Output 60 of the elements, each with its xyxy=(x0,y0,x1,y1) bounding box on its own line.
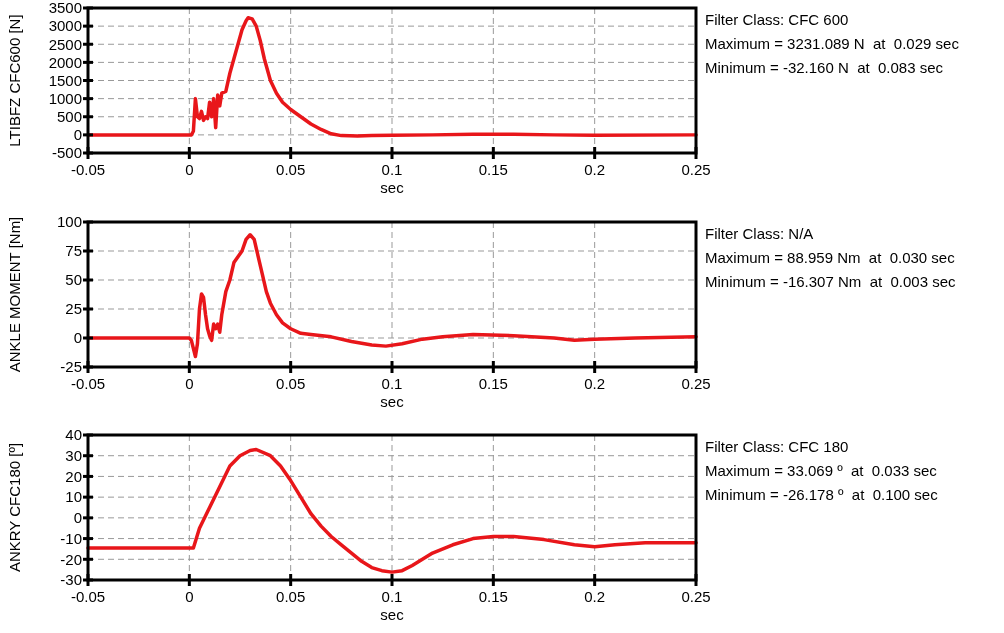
x-tick-label: 0.15 xyxy=(478,161,508,178)
text: Filter Class: N/A xyxy=(705,225,814,242)
text: Minimum = -32.160 N at 0.083 sec xyxy=(705,59,944,76)
text: Filter Class: CFC 600 xyxy=(705,11,849,28)
y-tick-label: 25 xyxy=(65,300,82,318)
y-tick-label: 500 xyxy=(56,108,82,125)
x-tick-label: 0.25 xyxy=(681,588,711,605)
x-tick-label: 0.1 xyxy=(381,588,403,605)
x-axis-title: sec xyxy=(380,606,405,623)
x-tick-label: 0.15 xyxy=(478,588,508,605)
x-tick-label: 0 xyxy=(185,588,194,605)
y-tick-label: 0 xyxy=(73,126,82,144)
text: Maximum = 33.069 º at 0.033 sec xyxy=(705,462,938,479)
x-tick-label: 0.15 xyxy=(478,375,508,392)
x-tick-label: 0.2 xyxy=(584,161,606,178)
x-tick-label: 0.2 xyxy=(584,588,606,605)
y-tick-label: -10 xyxy=(60,529,82,547)
x-axis-title: sec xyxy=(380,393,405,410)
y-tick-label: 0 xyxy=(73,329,82,347)
x-tick-label: -0.05 xyxy=(70,375,106,392)
y-axis-title: LTIBFZ CFC600 [N] xyxy=(6,14,23,147)
x-tick-label: 0.25 xyxy=(681,375,711,392)
x-tick-label: 0.05 xyxy=(276,375,306,392)
x-tick-label: 0.05 xyxy=(276,588,306,605)
y-tick-label: 1000 xyxy=(48,89,82,107)
y-axis-title: ANKRY CFC180 [º] xyxy=(6,442,23,573)
x-tick-label: 0.1 xyxy=(381,161,403,178)
y-tick-label: 10 xyxy=(65,488,82,506)
text: Minimum = -26.178 º at 0.100 sec xyxy=(705,486,939,503)
x-tick-label: 0 xyxy=(185,375,194,392)
y-tick-label: 2500 xyxy=(48,35,82,53)
y-tick-label: 2000 xyxy=(48,53,82,71)
y-tick-label: 50 xyxy=(65,271,82,289)
x-tick-label: -0.05 xyxy=(70,588,106,605)
y-tick-label: 20 xyxy=(65,467,82,485)
y-tick-label: 40 xyxy=(65,426,82,444)
x-tick-label: 0 xyxy=(185,161,194,178)
line-series xyxy=(86,447,698,574)
y-tick-label: 75 xyxy=(65,242,82,260)
text: Maximum = 88.959 Nm at 0.030 sec xyxy=(705,249,956,266)
x-tick-label: 0.25 xyxy=(681,161,711,178)
y-tick-label: 1500 xyxy=(48,71,82,89)
text: Maximum = 3231.089 N at 0.029 sec xyxy=(705,35,960,52)
x-axis-title: sec xyxy=(380,179,405,196)
x-tick-label: 0.05 xyxy=(276,161,306,178)
y-tick-label: 0 xyxy=(73,509,82,527)
x-tick-label: -0.05 xyxy=(70,161,106,178)
x-tick-label: 0.2 xyxy=(584,375,606,392)
text: Minimum = -16.307 Nm at 0.003 sec xyxy=(705,273,957,290)
text: Filter Class: CFC 180 xyxy=(705,438,849,455)
y-tick-label: -500 xyxy=(51,144,82,162)
y-tick-label: -25 xyxy=(60,358,82,376)
y-axis-title: ANKLE MOMENT [Nm] xyxy=(6,216,23,373)
y-tick-label: 3500 xyxy=(48,0,82,17)
y-tick-label: 100 xyxy=(56,213,82,231)
x-tick-label: 0.1 xyxy=(381,375,403,392)
y-tick-label: -30 xyxy=(60,571,82,589)
y-tick-label: 3000 xyxy=(48,17,82,35)
y-tick-label: 30 xyxy=(65,446,82,464)
y-tick-label: -20 xyxy=(60,550,82,568)
